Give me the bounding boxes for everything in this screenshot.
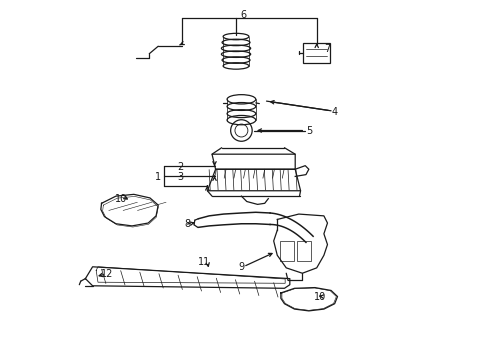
Text: 10: 10 <box>314 292 326 302</box>
Text: 9: 9 <box>238 262 245 272</box>
Text: 3: 3 <box>177 172 184 182</box>
Polygon shape <box>85 267 290 288</box>
Text: 12: 12 <box>101 269 113 279</box>
Polygon shape <box>101 194 158 226</box>
Text: 7: 7 <box>324 44 331 54</box>
Text: 8: 8 <box>185 219 191 229</box>
Bar <box>280 241 294 261</box>
Text: 10: 10 <box>115 194 127 204</box>
Text: 4: 4 <box>332 107 338 117</box>
Bar <box>303 43 330 63</box>
Text: 11: 11 <box>197 257 210 267</box>
Bar <box>297 241 311 261</box>
Text: 1: 1 <box>155 172 161 182</box>
Text: 6: 6 <box>240 10 246 20</box>
Polygon shape <box>281 288 338 311</box>
Text: 5: 5 <box>306 126 313 135</box>
Text: 2: 2 <box>177 162 184 172</box>
